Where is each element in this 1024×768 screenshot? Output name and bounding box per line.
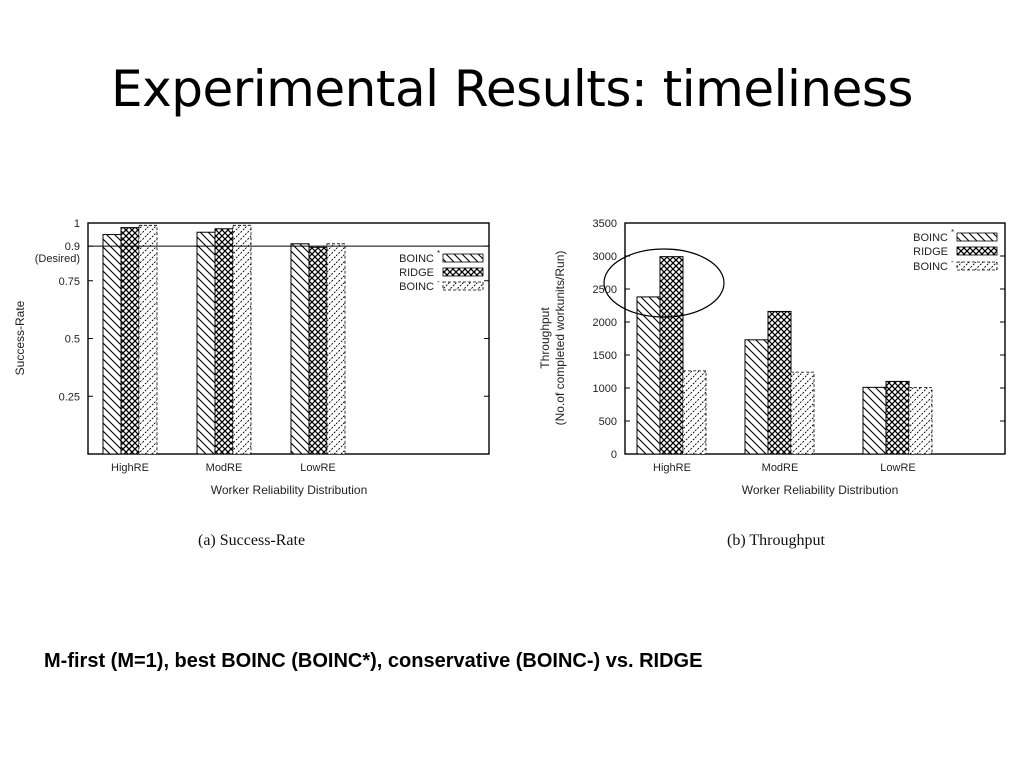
y-axis-label: (No.of completed workunits/Run) [553,251,567,426]
bar [290,243,310,455]
y-tick-label: 0.25 [59,391,80,403]
slide-title: Experimental Results: timeliness [111,60,913,118]
x-tick-label: HighRE [111,462,149,474]
legend-label: RIDGE [399,267,434,279]
bar [636,296,661,455]
bar [102,234,122,455]
x-tick-label: LowRE [300,462,335,474]
y-tick-label: 3000 [593,251,617,263]
legend-swatch [442,281,484,291]
legend-swatch [956,261,998,271]
y-tick-label: 0 [611,449,617,461]
x-axis-label: Worker Reliability Distribution [742,483,899,497]
x-tick-label: LowRE [880,462,915,474]
legend-superscript: - [437,277,440,286]
y-tick-label: 0.5 [65,334,80,346]
legend-label: BOINC [399,253,434,265]
legend-superscript: * [437,249,440,258]
x-tick-label: HighRE [653,462,691,474]
y-axis-label: Success-Rate [13,300,27,375]
legend-swatch [442,253,484,263]
legend-label: BOINC [399,281,434,293]
legend-superscript: - [951,257,954,266]
bar [120,227,140,455]
bar [790,371,815,455]
bar [326,243,346,455]
success-rate-chart: 0.25 0.5 0.75 0.9 1 (Desired) HighRE ModRE LowRE… [13,218,490,497]
y-tick-label: 1500 [593,350,617,362]
bar [138,224,158,455]
bar [214,228,234,455]
bar [885,380,910,455]
x-axis-label: Worker Reliability Distribution [211,483,368,497]
bar [908,386,933,455]
legend-swatch [956,232,998,242]
y-tick-label: 0.9 [65,241,80,253]
legend-swatch [442,267,484,277]
x-tick-label: ModRE [762,462,799,474]
caption-throughput: (b) Throughput [727,532,825,549]
y-tick-label: 1000 [593,383,617,395]
caption-success-rate: (a) Success-Rate [198,532,306,549]
legend-label: BOINC [913,232,948,244]
legend-label: BOINC [913,261,948,273]
y-tick-label: 3500 [593,218,617,230]
bar [659,256,684,455]
desired-label: (Desired) [35,253,80,265]
bar [767,310,792,455]
bar [196,231,216,455]
legend-label: RIDGE [913,246,948,258]
legend-superscript: * [951,228,954,237]
y-tick-label: 2000 [593,317,617,329]
y-tick-label: 0.75 [59,276,80,288]
bar [744,339,769,455]
y-tick-label: 1 [74,218,80,230]
y-tick-label: 500 [599,416,617,428]
bar [232,224,252,455]
bar [682,370,707,455]
y-axis-label: Throughput [538,307,552,369]
bar [862,386,887,455]
x-tick-label: ModRE [206,462,243,474]
legend-swatch [956,246,998,256]
highlight-ellipse [603,248,725,318]
bar [308,246,328,455]
footnote: M-first (M=1), best BOINC (BOINC*), cons… [44,650,703,672]
